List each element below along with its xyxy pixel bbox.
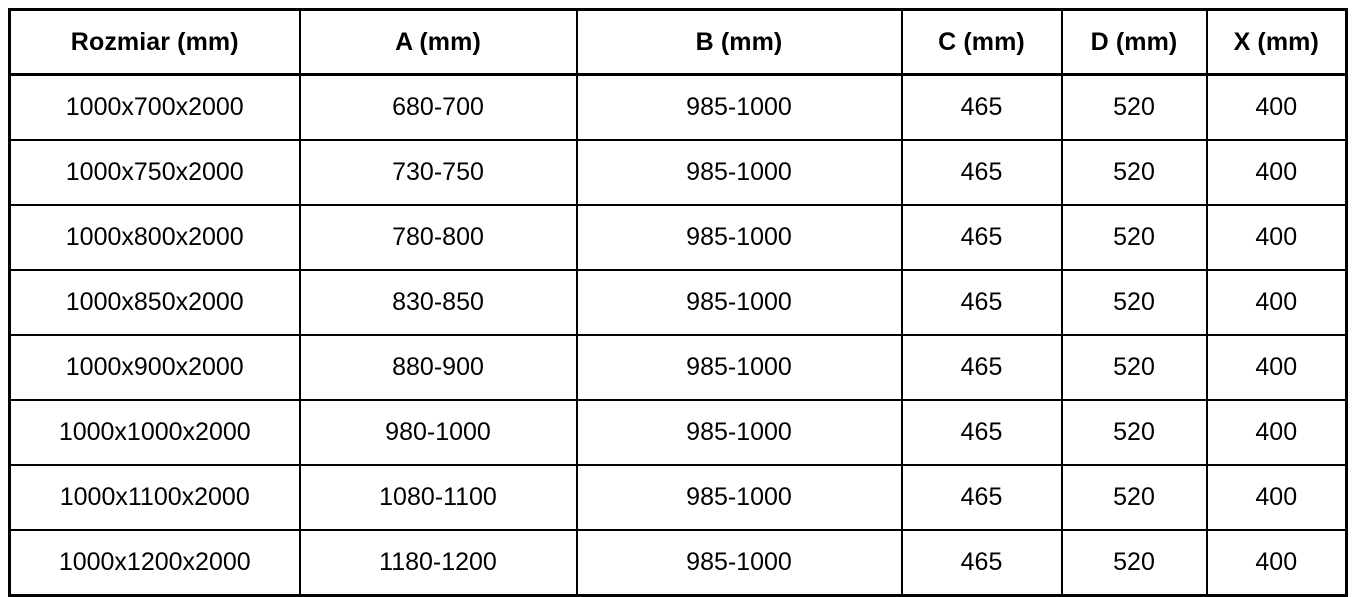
cell-size: 1000x1200x2000 xyxy=(8,529,301,597)
cell-d: 520 xyxy=(1060,529,1208,597)
cell-size: 1000x900x2000 xyxy=(8,334,301,401)
cell-c: 465 xyxy=(900,139,1063,206)
cell-size: 1000x700x2000 xyxy=(8,73,301,141)
cell-a: 980-1000 xyxy=(298,399,578,466)
column-header-c: C (mm) xyxy=(900,8,1063,76)
cell-b: 985-1000 xyxy=(575,529,903,597)
cell-d: 520 xyxy=(1060,334,1208,401)
column-header-x: X (mm) xyxy=(1205,8,1348,76)
cell-a: 880-900 xyxy=(298,334,578,401)
cell-c: 465 xyxy=(900,529,1063,597)
cell-x: 400 xyxy=(1205,464,1348,531)
cell-d: 520 xyxy=(1060,139,1208,206)
dimensions-table: Rozmiar (mm) A (mm) B (mm) C (mm) D (mm)… xyxy=(8,8,1348,597)
cell-a: 1180-1200 xyxy=(298,529,578,597)
cell-d: 520 xyxy=(1060,399,1208,466)
cell-c: 465 xyxy=(900,204,1063,271)
cell-b: 985-1000 xyxy=(575,334,903,401)
table-row: 1000x700x2000 680-700 985-1000 465 520 400 xyxy=(8,73,1348,141)
cell-c: 465 xyxy=(900,73,1063,141)
table-row: 1000x850x2000 830-850 985-1000 465 520 400 xyxy=(8,269,1348,336)
table-body: 1000x700x2000 680-700 985-1000 465 520 400 100… xyxy=(8,73,1348,597)
table-row: 1000x900x2000 880-900 985-1000 465 520 400 xyxy=(8,334,1348,401)
cell-x: 400 xyxy=(1205,399,1348,466)
cell-x: 400 xyxy=(1205,139,1348,206)
cell-a: 680-700 xyxy=(298,73,578,141)
cell-size: 1000x1000x2000 xyxy=(8,399,301,466)
cell-b: 985-1000 xyxy=(575,464,903,531)
cell-a: 830-850 xyxy=(298,269,578,336)
cell-size: 1000x800x2000 xyxy=(8,204,301,271)
cell-b: 985-1000 xyxy=(575,73,903,141)
cell-c: 465 xyxy=(900,399,1063,466)
column-header-d: D (mm) xyxy=(1060,8,1208,76)
table-row: 1000x750x2000 730-750 985-1000 465 520 400 xyxy=(8,139,1348,206)
table-row: 1000x1100x2000 1080-1100 985-1000 465 520 400 xyxy=(8,464,1348,531)
column-header-b: B (mm) xyxy=(575,8,903,76)
cell-c: 465 xyxy=(900,464,1063,531)
cell-a: 1080-1100 xyxy=(298,464,578,531)
cell-b: 985-1000 xyxy=(575,204,903,271)
cell-x: 400 xyxy=(1205,334,1348,401)
cell-x: 400 xyxy=(1205,529,1348,597)
cell-a: 730-750 xyxy=(298,139,578,206)
column-header-size: Rozmiar (mm) xyxy=(8,8,301,76)
table-header: Rozmiar (mm) A (mm) B (mm) C (mm) D (mm)… xyxy=(8,8,1348,76)
cell-x: 400 xyxy=(1205,73,1348,141)
table-row: 1000x1200x2000 1180-1200 985-1000 465 520 400 xyxy=(8,529,1348,597)
table-row: 1000x1000x2000 980-1000 985-1000 465 520 400 xyxy=(8,399,1348,466)
cell-d: 520 xyxy=(1060,204,1208,271)
cell-b: 985-1000 xyxy=(575,269,903,336)
column-header-a: A (mm) xyxy=(298,8,578,76)
cell-a: 780-800 xyxy=(298,204,578,271)
cell-d: 520 xyxy=(1060,73,1208,141)
spec-table-container: Rozmiar (mm) A (mm) B (mm) C (mm) D (mm)… xyxy=(8,8,1348,597)
cell-size: 1000x1100x2000 xyxy=(8,464,301,531)
cell-d: 520 xyxy=(1060,464,1208,531)
table-row: 1000x800x2000 780-800 985-1000 465 520 400 xyxy=(8,204,1348,271)
cell-x: 400 xyxy=(1205,269,1348,336)
cell-d: 520 xyxy=(1060,269,1208,336)
cell-c: 465 xyxy=(900,334,1063,401)
cell-x: 400 xyxy=(1205,204,1348,271)
cell-size: 1000x850x2000 xyxy=(8,269,301,336)
cell-size: 1000x750x2000 xyxy=(8,139,301,206)
cell-b: 985-1000 xyxy=(575,139,903,206)
cell-c: 465 xyxy=(900,269,1063,336)
table-header-row: Rozmiar (mm) A (mm) B (mm) C (mm) D (mm)… xyxy=(8,8,1348,76)
cell-b: 985-1000 xyxy=(575,399,903,466)
